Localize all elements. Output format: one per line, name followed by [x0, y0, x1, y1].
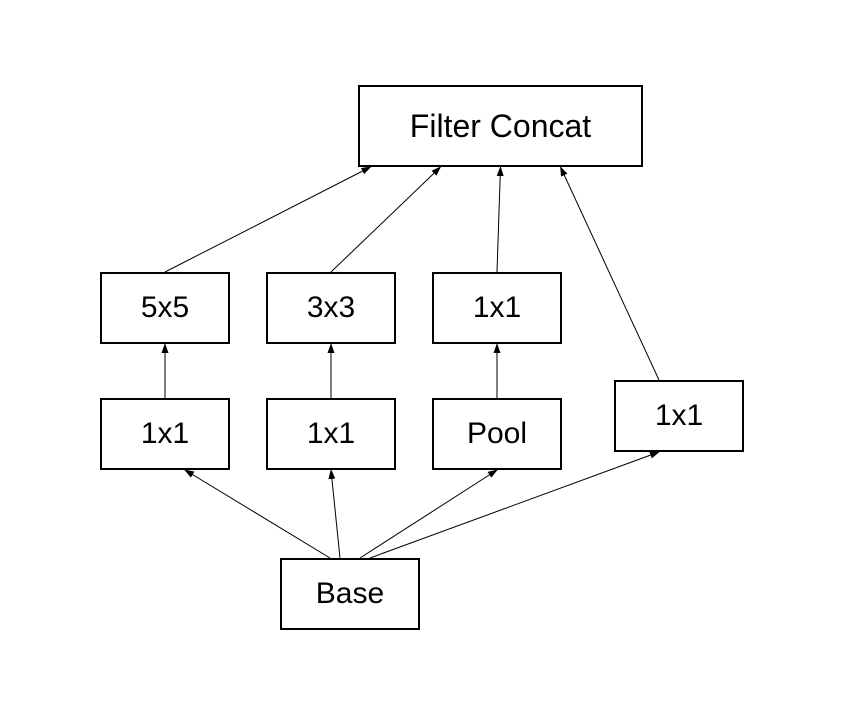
- edge-base-to-n1x1_a: [185, 470, 330, 558]
- node-label: 1x1: [307, 417, 355, 451]
- node-label: 1x1: [141, 417, 189, 451]
- node-pool: Pool: [432, 398, 562, 470]
- node-n1x1_top: 1x1: [432, 272, 562, 344]
- node-label: Pool: [467, 417, 527, 451]
- node-label: Base: [316, 577, 384, 611]
- node-n1x1_a: 1x1: [100, 398, 230, 470]
- node-n1x1_right: 1x1: [614, 380, 744, 452]
- edge-base-to-n1x1_b: [331, 470, 340, 558]
- edge-base-to-pool: [360, 470, 497, 558]
- edge-n5x5-to-filter_concat: [165, 167, 371, 272]
- node-label: Filter Concat: [410, 108, 591, 145]
- node-n3x3: 3x3: [266, 272, 396, 344]
- edge-n1x1_right-to-filter_concat: [561, 167, 660, 380]
- node-n5x5: 5x5: [100, 272, 230, 344]
- edge-n3x3-to-filter_concat: [331, 167, 441, 272]
- node-label: 5x5: [141, 291, 189, 325]
- node-label: 3x3: [307, 291, 355, 325]
- node-label: 1x1: [655, 399, 703, 433]
- node-n1x1_b: 1x1: [266, 398, 396, 470]
- edge-n1x1_top-to-filter_concat: [497, 167, 501, 272]
- node-filter_concat: Filter Concat: [358, 85, 643, 167]
- node-label: 1x1: [473, 291, 521, 325]
- node-base: Base: [280, 558, 420, 630]
